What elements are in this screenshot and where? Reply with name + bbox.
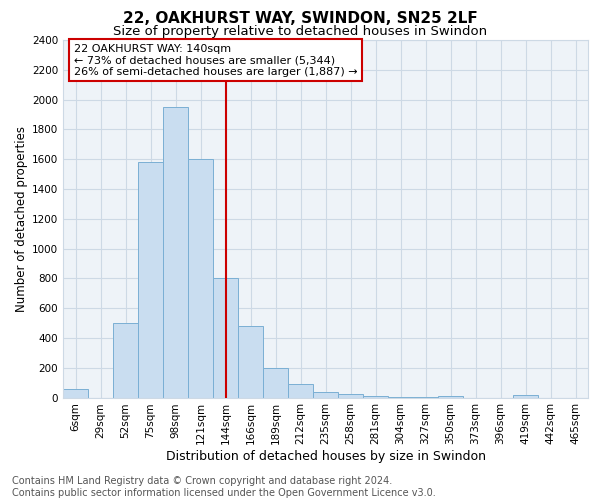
Bar	[163, 107, 188, 398]
Bar	[113, 323, 137, 398]
Bar	[188, 159, 212, 398]
X-axis label: Distribution of detached houses by size in Swindon: Distribution of detached houses by size …	[166, 450, 485, 463]
Text: 22 OAKHURST WAY: 140sqm
← 73% of detached houses are smaller (5,344)
26% of semi: 22 OAKHURST WAY: 140sqm ← 73% of detache…	[74, 44, 357, 77]
Bar	[514, 396, 538, 398]
Text: Contains HM Land Registry data © Crown copyright and database right 2024.
Contai: Contains HM Land Registry data © Crown c…	[12, 476, 436, 498]
Bar	[313, 392, 338, 398]
Bar	[139, 162, 163, 398]
Bar	[214, 278, 238, 398]
Bar	[64, 388, 88, 398]
Bar	[388, 397, 413, 398]
Bar	[439, 396, 463, 398]
Bar	[289, 384, 313, 398]
Text: Size of property relative to detached houses in Swindon: Size of property relative to detached ho…	[113, 25, 487, 38]
Y-axis label: Number of detached properties: Number of detached properties	[15, 126, 28, 312]
Bar	[238, 326, 263, 398]
Bar	[263, 368, 287, 398]
Bar	[338, 394, 362, 398]
Text: 22, OAKHURST WAY, SWINDON, SN25 2LF: 22, OAKHURST WAY, SWINDON, SN25 2LF	[122, 11, 478, 26]
Bar	[364, 396, 388, 398]
